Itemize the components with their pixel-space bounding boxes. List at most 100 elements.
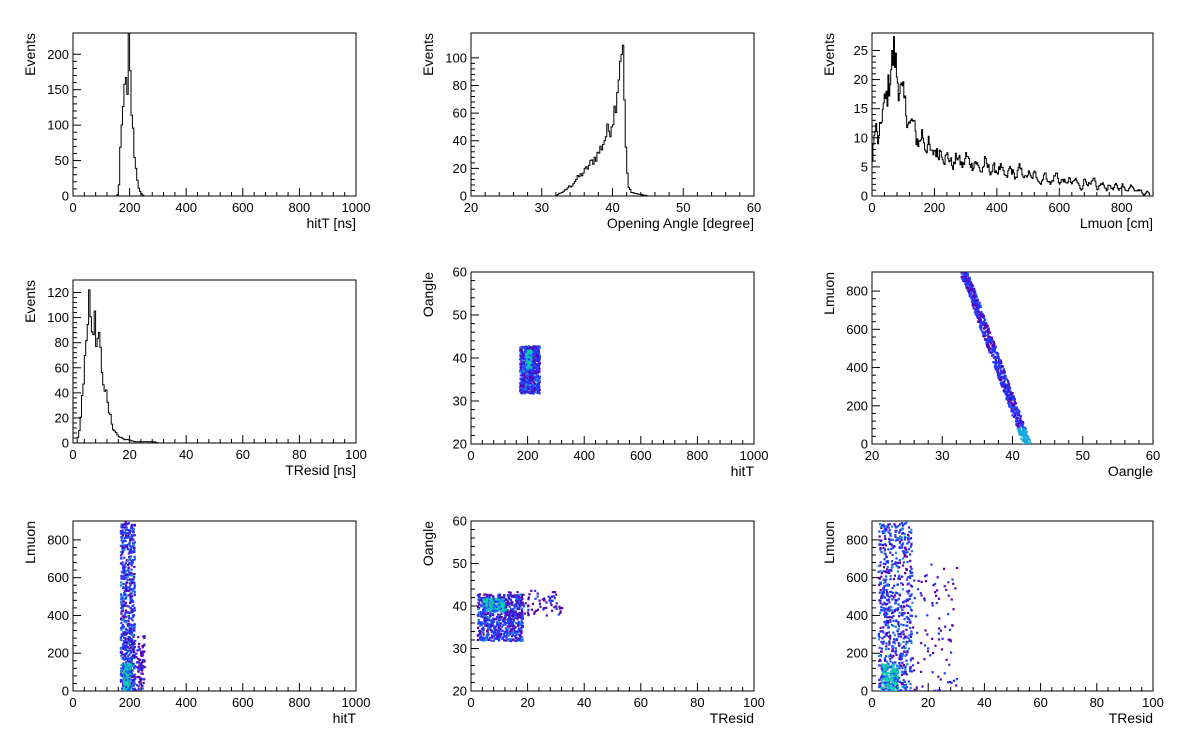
heatmap-cell (979, 312, 982, 315)
heatmap-cell (505, 598, 508, 602)
heatmap-cell (1000, 378, 1003, 382)
heatmap-cell (1003, 383, 1006, 386)
heatmap-cell (1001, 383, 1004, 386)
heatmap-cell (476, 634, 479, 637)
heatmap-cell (892, 670, 895, 673)
x-tick-label: 800 (289, 200, 311, 215)
heatmap-cell (910, 670, 913, 673)
heatmap-cell (130, 624, 133, 627)
heatmap-cell (995, 360, 998, 363)
heatmap-cell (522, 369, 525, 372)
heatmap-cell (128, 586, 131, 589)
heatmap-cell (126, 545, 129, 549)
heatmap-cell (504, 635, 507, 638)
heatmap-cell (535, 609, 538, 612)
heatmap-cell (483, 602, 486, 605)
y-tick-label: 80 (55, 335, 69, 350)
heatmap-cell (518, 634, 522, 637)
heatmap-cell (989, 331, 992, 334)
heatmap-cell (478, 632, 481, 635)
heatmap-cell (482, 628, 485, 631)
heatmap-cell (528, 593, 531, 596)
heatmap-cell (934, 644, 937, 647)
heatmap-cell (125, 569, 128, 573)
heatmap-cell (132, 651, 135, 654)
heatmap-cell (891, 591, 895, 594)
heatmap-cell (973, 299, 976, 302)
x-tick-label: 20 (865, 448, 879, 463)
heatmap-cell (138, 675, 141, 678)
heatmap-cell (515, 622, 518, 625)
heatmap-cell (123, 655, 126, 658)
heatmap-cell (890, 676, 893, 679)
heatmap-cell (909, 559, 912, 562)
heatmap-cell (970, 297, 973, 300)
heatmap-cell (901, 523, 905, 527)
heatmap-cell (123, 604, 126, 607)
heatmap-cell (493, 610, 496, 613)
heatmap-cell (131, 654, 134, 657)
x-tick-label: 0 (467, 695, 474, 710)
heatmap-cell (903, 550, 906, 553)
heatmap-cell (133, 673, 136, 676)
heatmap-cell (994, 367, 997, 370)
heatmap-cell (512, 595, 515, 599)
heatmap-cell (975, 313, 978, 316)
heatmap-cell (903, 618, 906, 621)
heatmap-cell (534, 597, 537, 600)
heatmap-cell (133, 534, 136, 537)
heatmap-cell (126, 605, 129, 608)
heatmap-cell (483, 593, 486, 596)
heatmap-cell (509, 593, 512, 597)
heatmap-cell (971, 290, 974, 293)
heatmap-cell (977, 300, 980, 303)
heatmap-cell (128, 647, 131, 650)
heatmap-cell (119, 636, 122, 639)
heatmap-cell (913, 688, 916, 691)
heatmap-cell (884, 679, 887, 682)
heatmap-cell (532, 366, 535, 369)
heatmap-cell (883, 659, 887, 662)
heatmap-cell (878, 577, 881, 580)
heatmap-cell (553, 597, 556, 600)
heatmap-cell (891, 661, 895, 664)
heatmap-cell (892, 684, 895, 687)
heatmap-cell (911, 601, 914, 604)
heatmap-cell (140, 652, 143, 655)
heatmap-cell (911, 571, 914, 574)
heatmap-cell (897, 622, 900, 625)
heatmap-cell (886, 571, 889, 574)
heatmap-cell (988, 335, 991, 338)
y-tick-label: 80 (453, 78, 467, 93)
heatmap-cell (906, 620, 909, 624)
heatmap-cell (125, 621, 128, 624)
heatmap-cell (507, 618, 510, 621)
heatmap-cell (529, 376, 532, 380)
heatmap-cell (536, 354, 539, 357)
heatmap-cell (119, 544, 122, 547)
heatmap-cell (896, 676, 899, 679)
heatmap-cell (139, 683, 142, 686)
heatmap-cell (990, 347, 993, 350)
heatmap-cell (901, 543, 904, 546)
heatmap-cell (908, 530, 911, 534)
heatmap-cell (516, 638, 519, 641)
heatmap-cell (881, 673, 884, 676)
heatmap-cell (132, 683, 135, 686)
heatmap-cell (130, 525, 133, 528)
heatmap-cell (126, 672, 129, 675)
heatmap-cell (143, 636, 146, 639)
heatmap-cell (898, 594, 902, 597)
heatmap-cell (126, 663, 130, 666)
heatmap-cell (126, 586, 129, 589)
heatmap-cell (526, 372, 529, 376)
heatmap-cell (500, 607, 503, 611)
heatmap-cell (519, 358, 522, 361)
heatmap-cell (878, 543, 881, 546)
heatmap-cell (130, 672, 134, 675)
heatmap-cell (142, 681, 145, 684)
heatmap-cell (524, 378, 528, 381)
heatmap-cell (129, 595, 132, 598)
heatmap-cell (989, 338, 992, 341)
heatmap-cell (130, 571, 133, 575)
